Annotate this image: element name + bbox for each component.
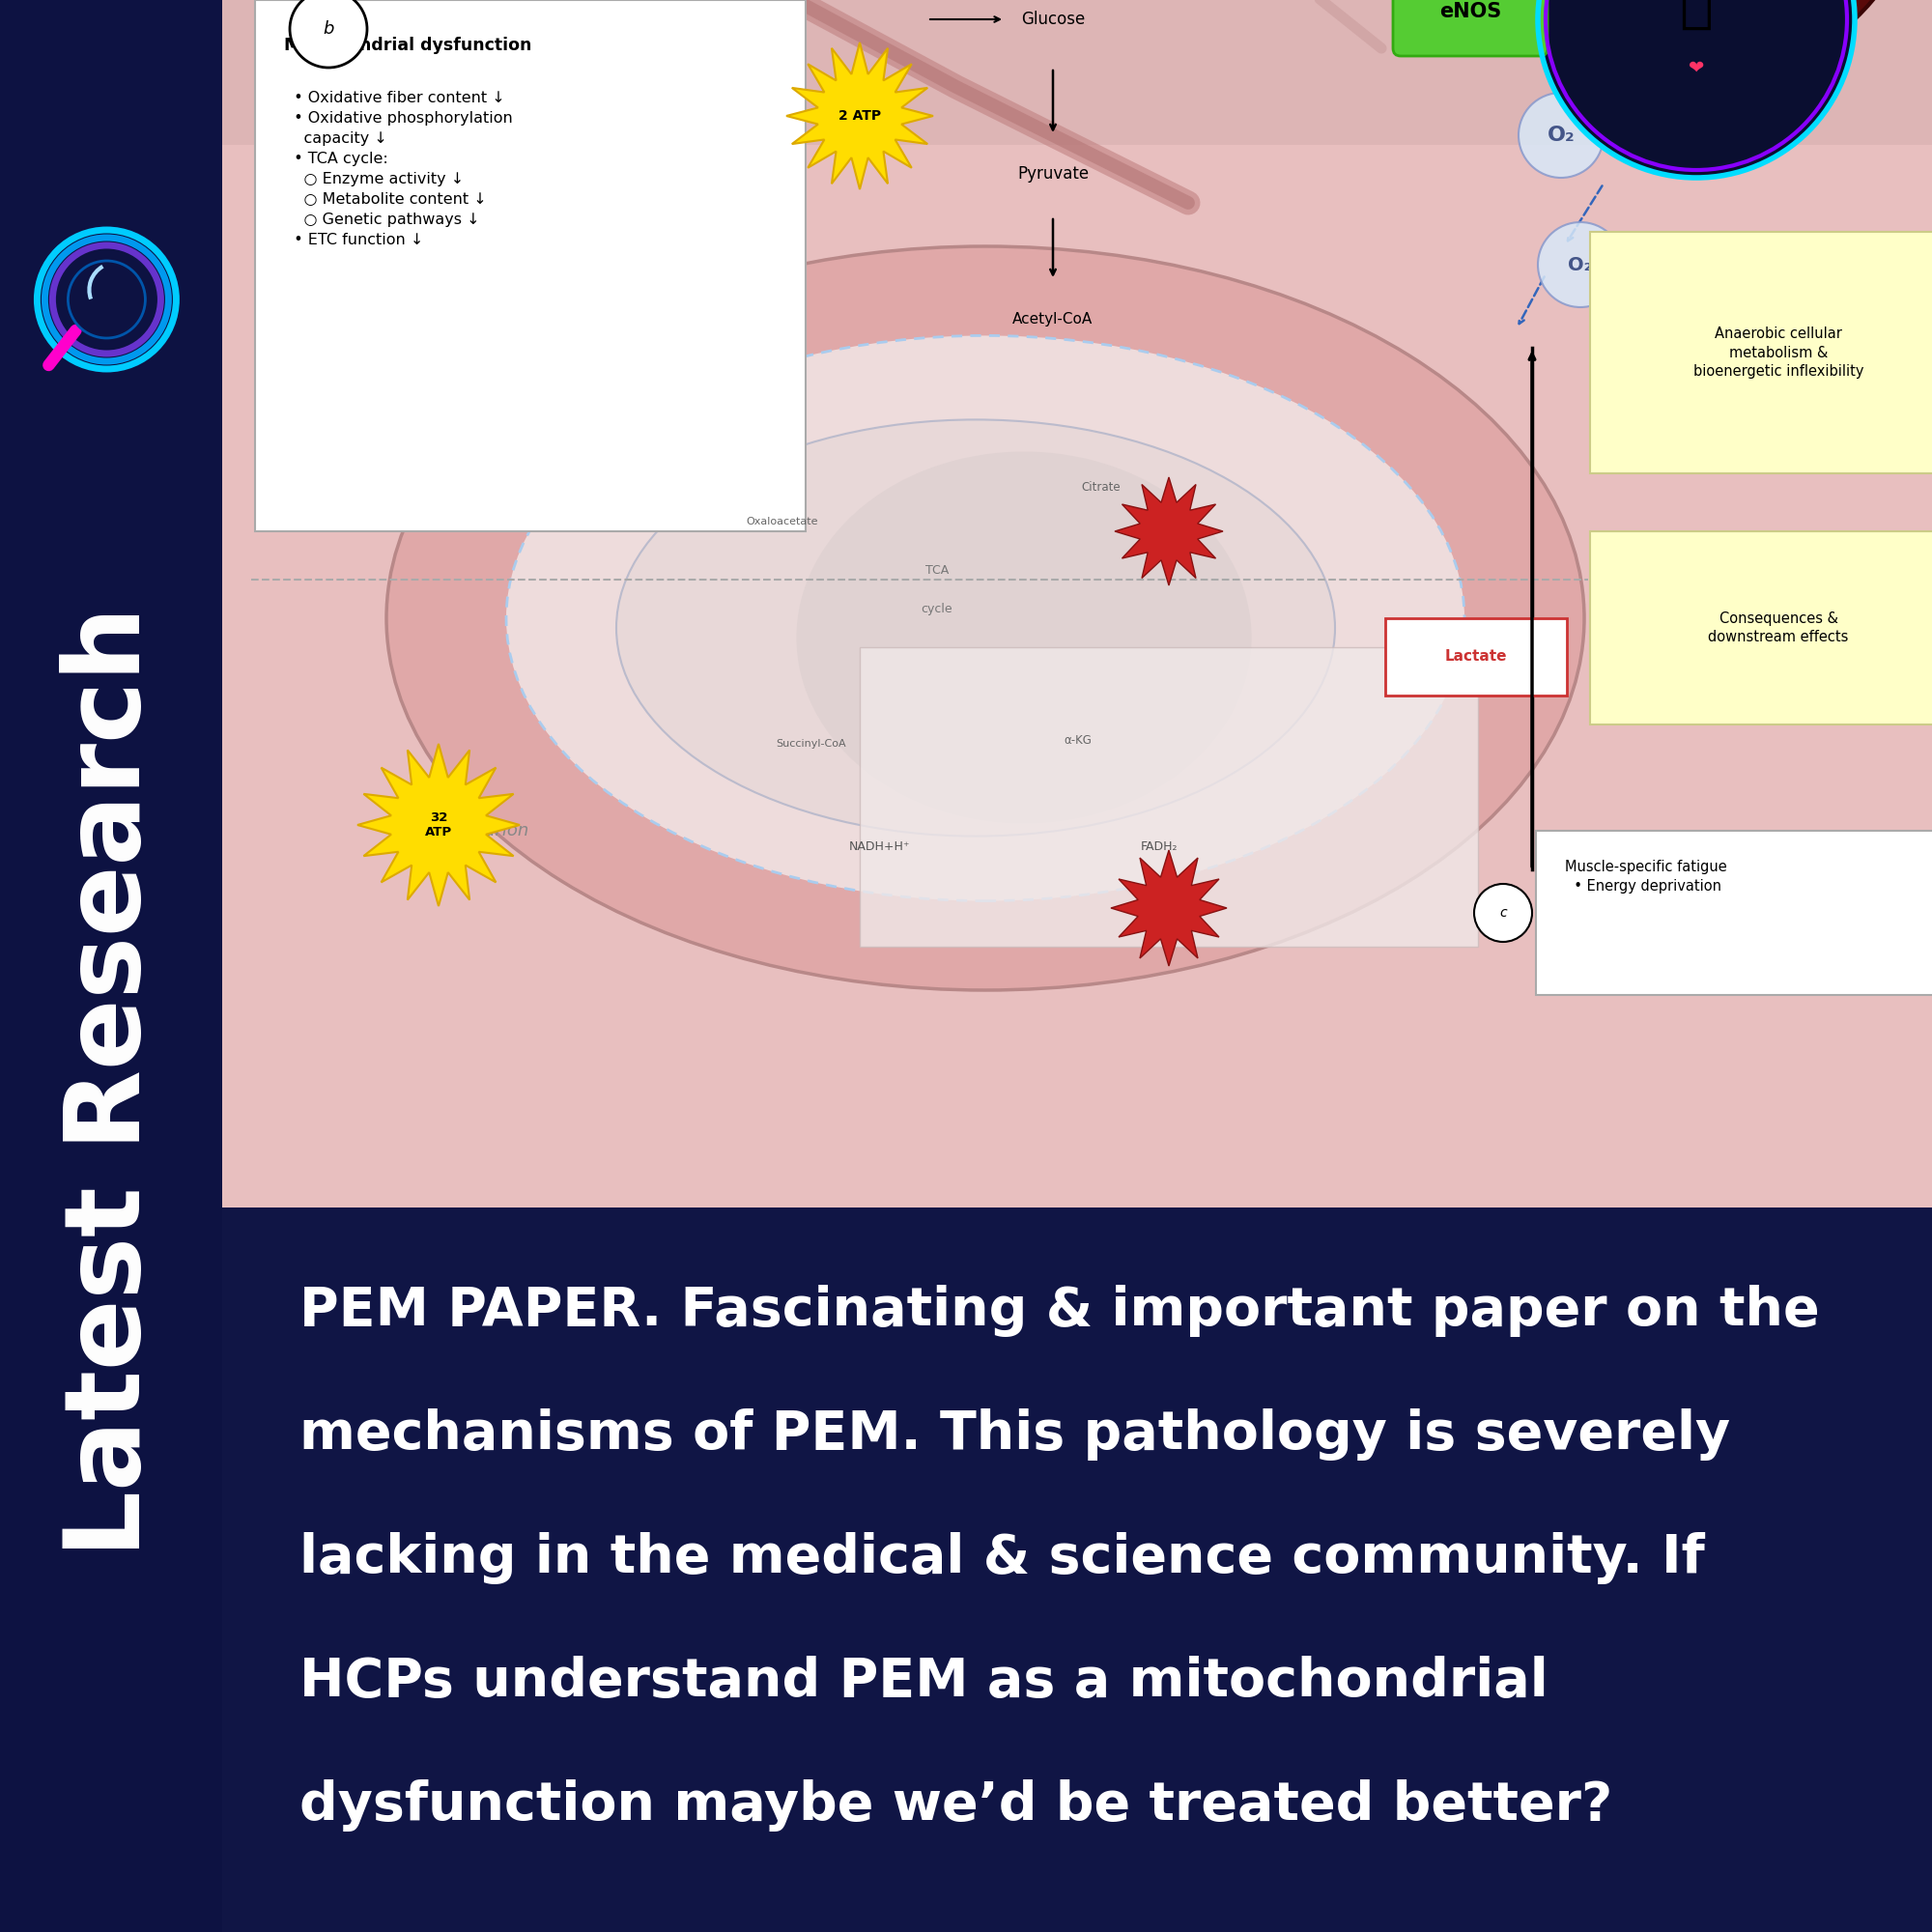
- Text: Anaerobic cellular
metabolism &
bioenergetic inflexibility: Anaerobic cellular metabolism & bioenerg…: [1692, 327, 1864, 379]
- Text: PEM PAPER. Fascinating & important paper on the: PEM PAPER. Fascinating & important paper…: [299, 1285, 1820, 1337]
- Text: Oxaloacetate: Oxaloacetate: [746, 516, 819, 526]
- Text: dysfunction maybe we’d be treated better?: dysfunction maybe we’d be treated better…: [299, 1779, 1613, 1832]
- Text: Acetyl-CoA: Acetyl-CoA: [1012, 311, 1094, 327]
- Text: Pyruvate: Pyruvate: [1016, 166, 1090, 184]
- Bar: [0, 0, 222, 1932]
- Text: 2 ATP: 2 ATP: [838, 108, 881, 124]
- Circle shape: [1538, 222, 1623, 307]
- Text: Glucose: Glucose: [1020, 10, 1086, 27]
- Text: eNOS: eNOS: [1439, 2, 1501, 21]
- Text: α-KG: α-KG: [1065, 734, 1092, 746]
- Circle shape: [1519, 93, 1604, 178]
- Text: FADH₂: FADH₂: [1140, 840, 1179, 852]
- Ellipse shape: [616, 419, 1335, 837]
- FancyBboxPatch shape: [255, 0, 806, 531]
- Polygon shape: [786, 43, 933, 189]
- Circle shape: [290, 0, 367, 68]
- Text: TCA: TCA: [925, 564, 949, 576]
- Ellipse shape: [386, 245, 1584, 991]
- Text: O₂: O₂: [1548, 126, 1575, 145]
- Text: Latest Research: Latest Research: [60, 607, 162, 1557]
- Text: Mitochondrial dysfunction: Mitochondrial dysfunction: [284, 37, 531, 54]
- Text: lacking in the medical & science community. If: lacking in the medical & science communi…: [299, 1532, 1704, 1584]
- Polygon shape: [1115, 477, 1223, 585]
- Text: mechanisms of PEM. This pathology is severely: mechanisms of PEM. This pathology is sev…: [299, 1408, 1731, 1461]
- Text: Mitochondrion: Mitochondrion: [406, 821, 529, 838]
- Text: Succinyl-CoA: Succinyl-CoA: [777, 738, 846, 748]
- Text: Consequences &
downstream effects: Consequences & downstream effects: [1708, 611, 1849, 645]
- FancyBboxPatch shape: [1385, 618, 1567, 696]
- Text: b: b: [323, 19, 334, 37]
- FancyBboxPatch shape: [1590, 531, 1932, 724]
- Text: Citrate: Citrate: [1082, 481, 1121, 493]
- Text: c: c: [1499, 906, 1507, 920]
- Text: ❤: ❤: [1689, 58, 1704, 77]
- FancyBboxPatch shape: [1536, 831, 1932, 995]
- Bar: [222, 0, 1932, 1208]
- Bar: [222, 0, 1932, 145]
- Polygon shape: [357, 744, 520, 906]
- Circle shape: [1538, 0, 1855, 178]
- Text: HCPs understand PEM as a mitochondrial: HCPs understand PEM as a mitochondrial: [299, 1656, 1548, 1708]
- Ellipse shape: [796, 452, 1252, 823]
- Text: NADH+H⁺: NADH+H⁺: [848, 840, 910, 852]
- FancyBboxPatch shape: [1590, 232, 1932, 473]
- Text: Lactate: Lactate: [1445, 649, 1507, 665]
- Circle shape: [1474, 885, 1532, 943]
- Ellipse shape: [506, 336, 1464, 900]
- Text: • Oxidative fiber content ↓
  • Oxidative phosphorylation
    capacity ↓
  • TCA: • Oxidative fiber content ↓ • Oxidative …: [284, 91, 512, 247]
- FancyBboxPatch shape: [1393, 0, 1548, 56]
- Text: Muscle-specific fatigue
  • Energy deprivation: Muscle-specific fatigue • Energy depriva…: [1565, 860, 1727, 893]
- Circle shape: [68, 261, 145, 338]
- Polygon shape: [1111, 850, 1227, 966]
- Text: O₂: O₂: [1569, 255, 1592, 274]
- Bar: [222, 1208, 1932, 1932]
- Text: 🖐: 🖐: [1679, 0, 1714, 31]
- Text: cycle: cycle: [922, 603, 952, 614]
- Bar: [860, 647, 1478, 947]
- Text: 32
ATP: 32 ATP: [425, 811, 452, 838]
- Ellipse shape: [1517, 0, 1932, 71]
